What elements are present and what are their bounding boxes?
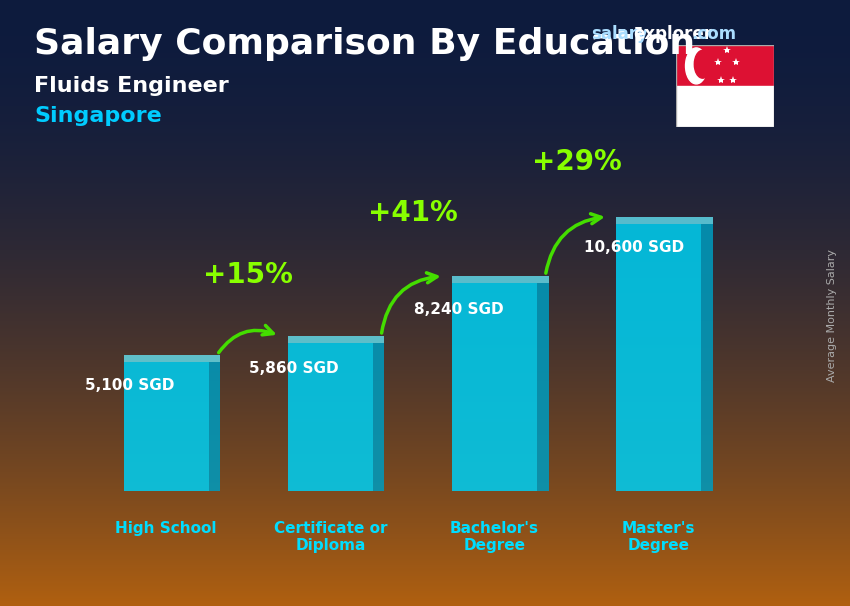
FancyArrowPatch shape <box>382 273 437 333</box>
Bar <box>701 224 713 491</box>
FancyArrowPatch shape <box>218 325 273 353</box>
Text: Singapore: Singapore <box>34 106 162 126</box>
Text: Average Monthly Salary: Average Monthly Salary <box>827 248 837 382</box>
Text: +15%: +15% <box>203 261 293 290</box>
Text: Salary Comparison By Education: Salary Comparison By Education <box>34 27 695 61</box>
Bar <box>616 224 701 491</box>
Text: 10,600 SGD: 10,600 SGD <box>584 240 684 255</box>
Text: Fluids Engineer: Fluids Engineer <box>34 76 229 96</box>
Text: 5,100 SGD: 5,100 SGD <box>85 378 175 393</box>
FancyArrowPatch shape <box>546 214 601 273</box>
Text: explorer: explorer <box>633 25 712 44</box>
Bar <box>537 284 548 491</box>
Text: +29%: +29% <box>531 148 621 176</box>
Wedge shape <box>694 50 711 78</box>
Text: Master's
Degree: Master's Degree <box>622 521 695 553</box>
Wedge shape <box>685 48 707 84</box>
Bar <box>616 217 713 224</box>
Bar <box>452 276 548 284</box>
Text: High School: High School <box>116 521 217 536</box>
Bar <box>209 362 220 491</box>
Text: Bachelor's
Degree: Bachelor's Degree <box>450 521 539 553</box>
Text: 5,860 SGD: 5,860 SGD <box>249 361 339 376</box>
Bar <box>676 87 774 127</box>
Text: +41%: +41% <box>367 199 457 227</box>
Text: .com: .com <box>691 25 736 44</box>
Bar <box>287 336 384 344</box>
Bar <box>452 284 537 491</box>
Bar <box>123 362 209 491</box>
Bar <box>287 344 373 491</box>
Text: 8,240 SGD: 8,240 SGD <box>414 302 503 317</box>
Bar <box>123 355 220 362</box>
Bar <box>676 45 774 87</box>
Text: Certificate or
Diploma: Certificate or Diploma <box>274 521 387 553</box>
Text: salary: salary <box>591 25 648 44</box>
Bar <box>373 344 384 491</box>
